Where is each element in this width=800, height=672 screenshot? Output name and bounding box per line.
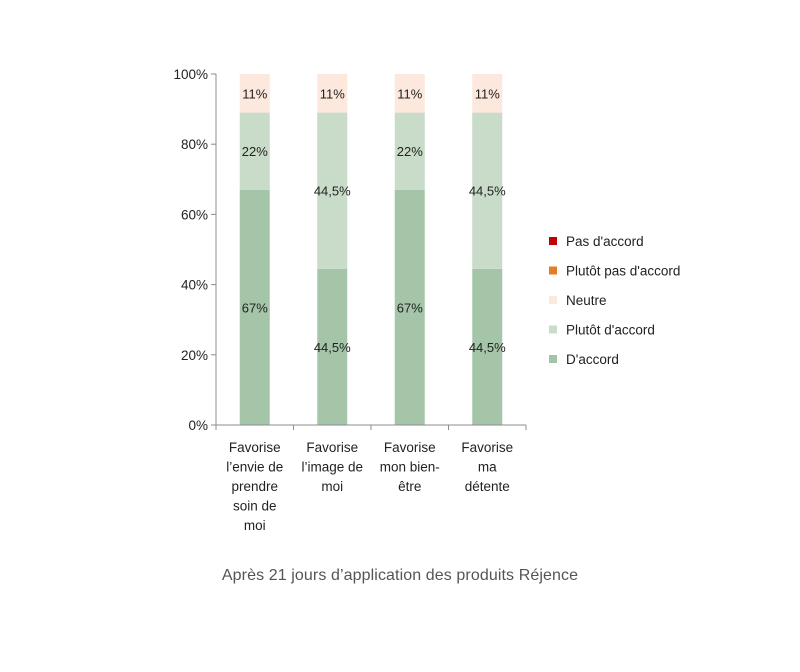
x-tick-label: détente	[465, 479, 510, 494]
x-tick-label: l’envie de	[226, 460, 283, 475]
y-tick-label: 60%	[181, 207, 208, 222]
y-tick-label: 80%	[181, 137, 208, 152]
bar-segment	[394, 74, 425, 113]
bar-segment	[394, 189, 425, 425]
x-tick-label: moi	[244, 518, 266, 533]
legend-label: Plutôt d'accord	[566, 323, 655, 338]
x-tick-label: ma	[478, 460, 497, 475]
x-tick-label: moi	[321, 479, 343, 494]
chart-caption: Après 21 jours d’application des produit…	[221, 567, 579, 584]
legend-label: Neutre	[566, 293, 607, 308]
x-tick-label: Favorise	[229, 440, 281, 455]
bar-segment	[472, 268, 503, 425]
legend-swatch	[549, 237, 557, 245]
data-label: 11%	[475, 86, 500, 101]
data-label: 11%	[320, 86, 345, 101]
legend-label: Plutôt pas d'accord	[566, 264, 680, 279]
y-tick-label: 100%	[173, 67, 208, 82]
x-tick-label: l’image de	[301, 460, 363, 475]
x-tick-label: Favorise	[384, 440, 436, 455]
x-tick-label: être	[398, 479, 421, 494]
data-label: 44,5%	[469, 184, 506, 199]
bar-segment	[239, 112, 270, 190]
x-tick-label: prendre	[231, 479, 278, 494]
bar-segment	[239, 74, 270, 113]
bar-segment	[472, 112, 503, 269]
data-label: 67%	[242, 300, 268, 315]
data-label: 22%	[242, 144, 268, 159]
x-tick-label: soin de	[233, 499, 277, 514]
legend-label: D'accord	[566, 352, 619, 367]
bar-segment	[317, 74, 348, 113]
x-tick-label: mon bien-	[380, 460, 440, 475]
y-tick-label: 20%	[181, 348, 208, 363]
legend-swatch	[549, 325, 557, 334]
bar-segment	[472, 74, 503, 113]
y-tick-label: 40%	[181, 278, 208, 293]
data-label: 11%	[242, 86, 267, 101]
bar-segment	[317, 268, 348, 425]
legend-label: Pas d'accord	[566, 234, 644, 249]
data-label: 67%	[397, 300, 423, 315]
bar-segment	[317, 112, 348, 269]
legend-swatch	[549, 355, 557, 363]
bar-segment	[239, 189, 270, 425]
data-label: 44,5%	[314, 340, 351, 355]
data-label: 44,5%	[469, 340, 506, 355]
legend-swatch	[549, 296, 557, 304]
data-label: 22%	[397, 144, 423, 159]
data-label: 44,5%	[314, 184, 351, 199]
legend-swatch	[549, 266, 557, 275]
y-tick-label: 0%	[188, 418, 208, 433]
data-label: 11%	[397, 86, 422, 101]
x-tick-label: Favorise	[306, 440, 358, 455]
x-tick-label: Favorise	[461, 440, 513, 455]
bar-segment	[394, 112, 425, 190]
